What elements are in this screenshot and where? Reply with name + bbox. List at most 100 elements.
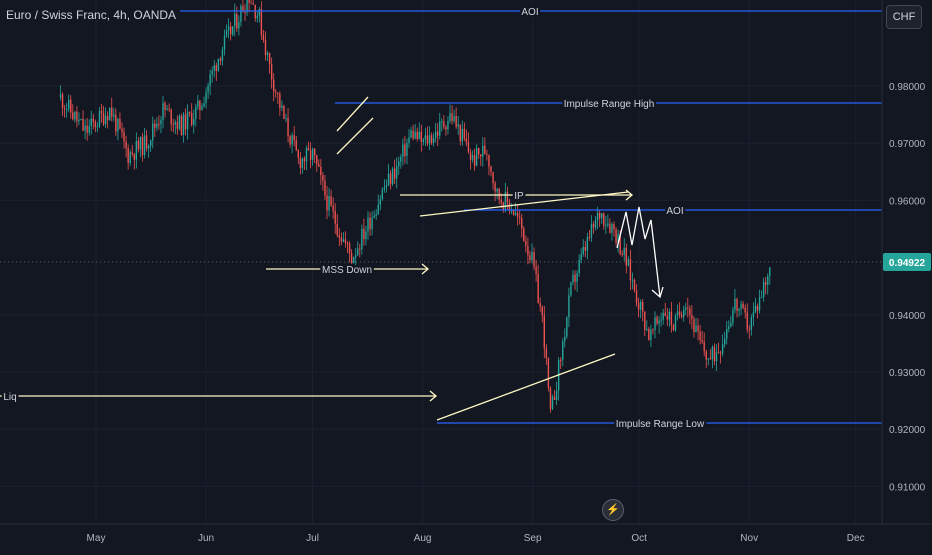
candle-body <box>678 311 681 315</box>
candle-body <box>494 183 496 192</box>
candle-body <box>639 301 642 310</box>
lightning-icon[interactable]: ⚡ <box>602 499 624 521</box>
candle-body <box>512 210 515 215</box>
candle-body <box>402 144 404 157</box>
candle-body <box>537 273 539 304</box>
candle-body <box>527 246 529 256</box>
candle-body <box>555 390 558 400</box>
candle-body <box>182 114 185 135</box>
candle-body <box>273 79 275 92</box>
candle-body <box>102 113 105 125</box>
candle-body <box>432 137 435 144</box>
candle-body <box>186 111 189 130</box>
candle-body <box>111 107 113 117</box>
currency-button[interactable]: CHF <box>886 5 922 29</box>
candle-body <box>623 247 625 255</box>
candle-body <box>248 0 250 3</box>
candle-body <box>117 118 119 132</box>
candle-body <box>658 320 660 324</box>
candle-body <box>207 85 209 93</box>
current-price-badge <box>883 253 931 272</box>
candle-body <box>113 114 115 117</box>
candle-body <box>80 118 82 120</box>
candle-body <box>344 239 347 243</box>
flag-upper-line[interactable] <box>336 96 369 132</box>
candle-body <box>586 237 589 251</box>
candle-body <box>642 301 644 312</box>
candle-body <box>238 22 240 29</box>
candle-body <box>256 15 258 19</box>
candle-body <box>416 131 418 139</box>
candle-body <box>453 116 455 122</box>
candle-body <box>250 2 252 4</box>
candle-body <box>740 303 742 309</box>
y-tick-label: 0.97000 <box>889 139 926 150</box>
candle-body <box>506 192 509 202</box>
candle-body <box>717 352 720 354</box>
candle-body <box>601 213 603 219</box>
candle-body <box>74 111 76 120</box>
candle-body <box>621 254 623 256</box>
candle-body <box>348 243 351 254</box>
candle-body <box>635 290 638 304</box>
candle-body <box>236 13 238 29</box>
candle-body <box>170 109 172 125</box>
candle-body <box>145 135 148 149</box>
candle-body <box>332 205 334 212</box>
candle-body <box>404 144 406 156</box>
candle-body <box>299 157 302 168</box>
candle-body <box>580 253 582 260</box>
candle-body <box>326 195 328 211</box>
candle-body <box>578 259 580 274</box>
upper-trendline[interactable] <box>419 191 629 217</box>
candle-body <box>529 255 531 261</box>
candle-body <box>728 326 730 329</box>
candle-body <box>693 319 695 333</box>
candle-body <box>371 217 373 230</box>
candle-body <box>316 155 318 165</box>
mss-down-label: MSS Down <box>322 265 372 276</box>
candle-body <box>625 247 627 266</box>
candle-body <box>508 201 511 211</box>
candle-body <box>377 204 379 215</box>
candle-body <box>516 213 519 217</box>
candle-body <box>459 124 461 142</box>
drawings[interactable]: AOI Impulse Range High AOI Impulse Range… <box>0 5 882 433</box>
candle-body <box>570 282 572 296</box>
flag-lower-line[interactable] <box>336 117 374 155</box>
candle-body <box>246 0 248 13</box>
candle-body <box>78 119 80 122</box>
candle-body <box>275 91 277 93</box>
candle-body <box>500 199 502 203</box>
candle-body <box>281 105 283 108</box>
candle-body <box>498 188 500 200</box>
candle-body <box>258 9 261 16</box>
candle-body <box>297 150 299 158</box>
candle-body <box>357 248 359 255</box>
candle-body <box>109 107 111 120</box>
candle-body <box>584 246 586 251</box>
aoi-mid-label: AOI <box>666 206 683 217</box>
candle-body <box>396 166 398 179</box>
candle-body <box>160 120 162 125</box>
candle-body <box>393 168 396 179</box>
candle-body <box>539 303 541 307</box>
x-tick-label: Aug <box>414 533 432 544</box>
candle-body <box>363 228 365 240</box>
aoi-top-label: AOI <box>521 7 538 18</box>
projection-path[interactable] <box>616 206 661 298</box>
candle-body <box>270 64 273 80</box>
candle-body <box>434 131 437 138</box>
candle-body <box>359 248 361 250</box>
candle-body <box>519 216 521 219</box>
candle-body <box>549 387 552 410</box>
candle-body <box>410 130 412 138</box>
lower-trendline[interactable] <box>436 353 616 421</box>
candle-body <box>172 124 174 126</box>
candle-body <box>482 145 484 157</box>
candle-body <box>531 252 533 261</box>
candle-body <box>545 348 548 358</box>
